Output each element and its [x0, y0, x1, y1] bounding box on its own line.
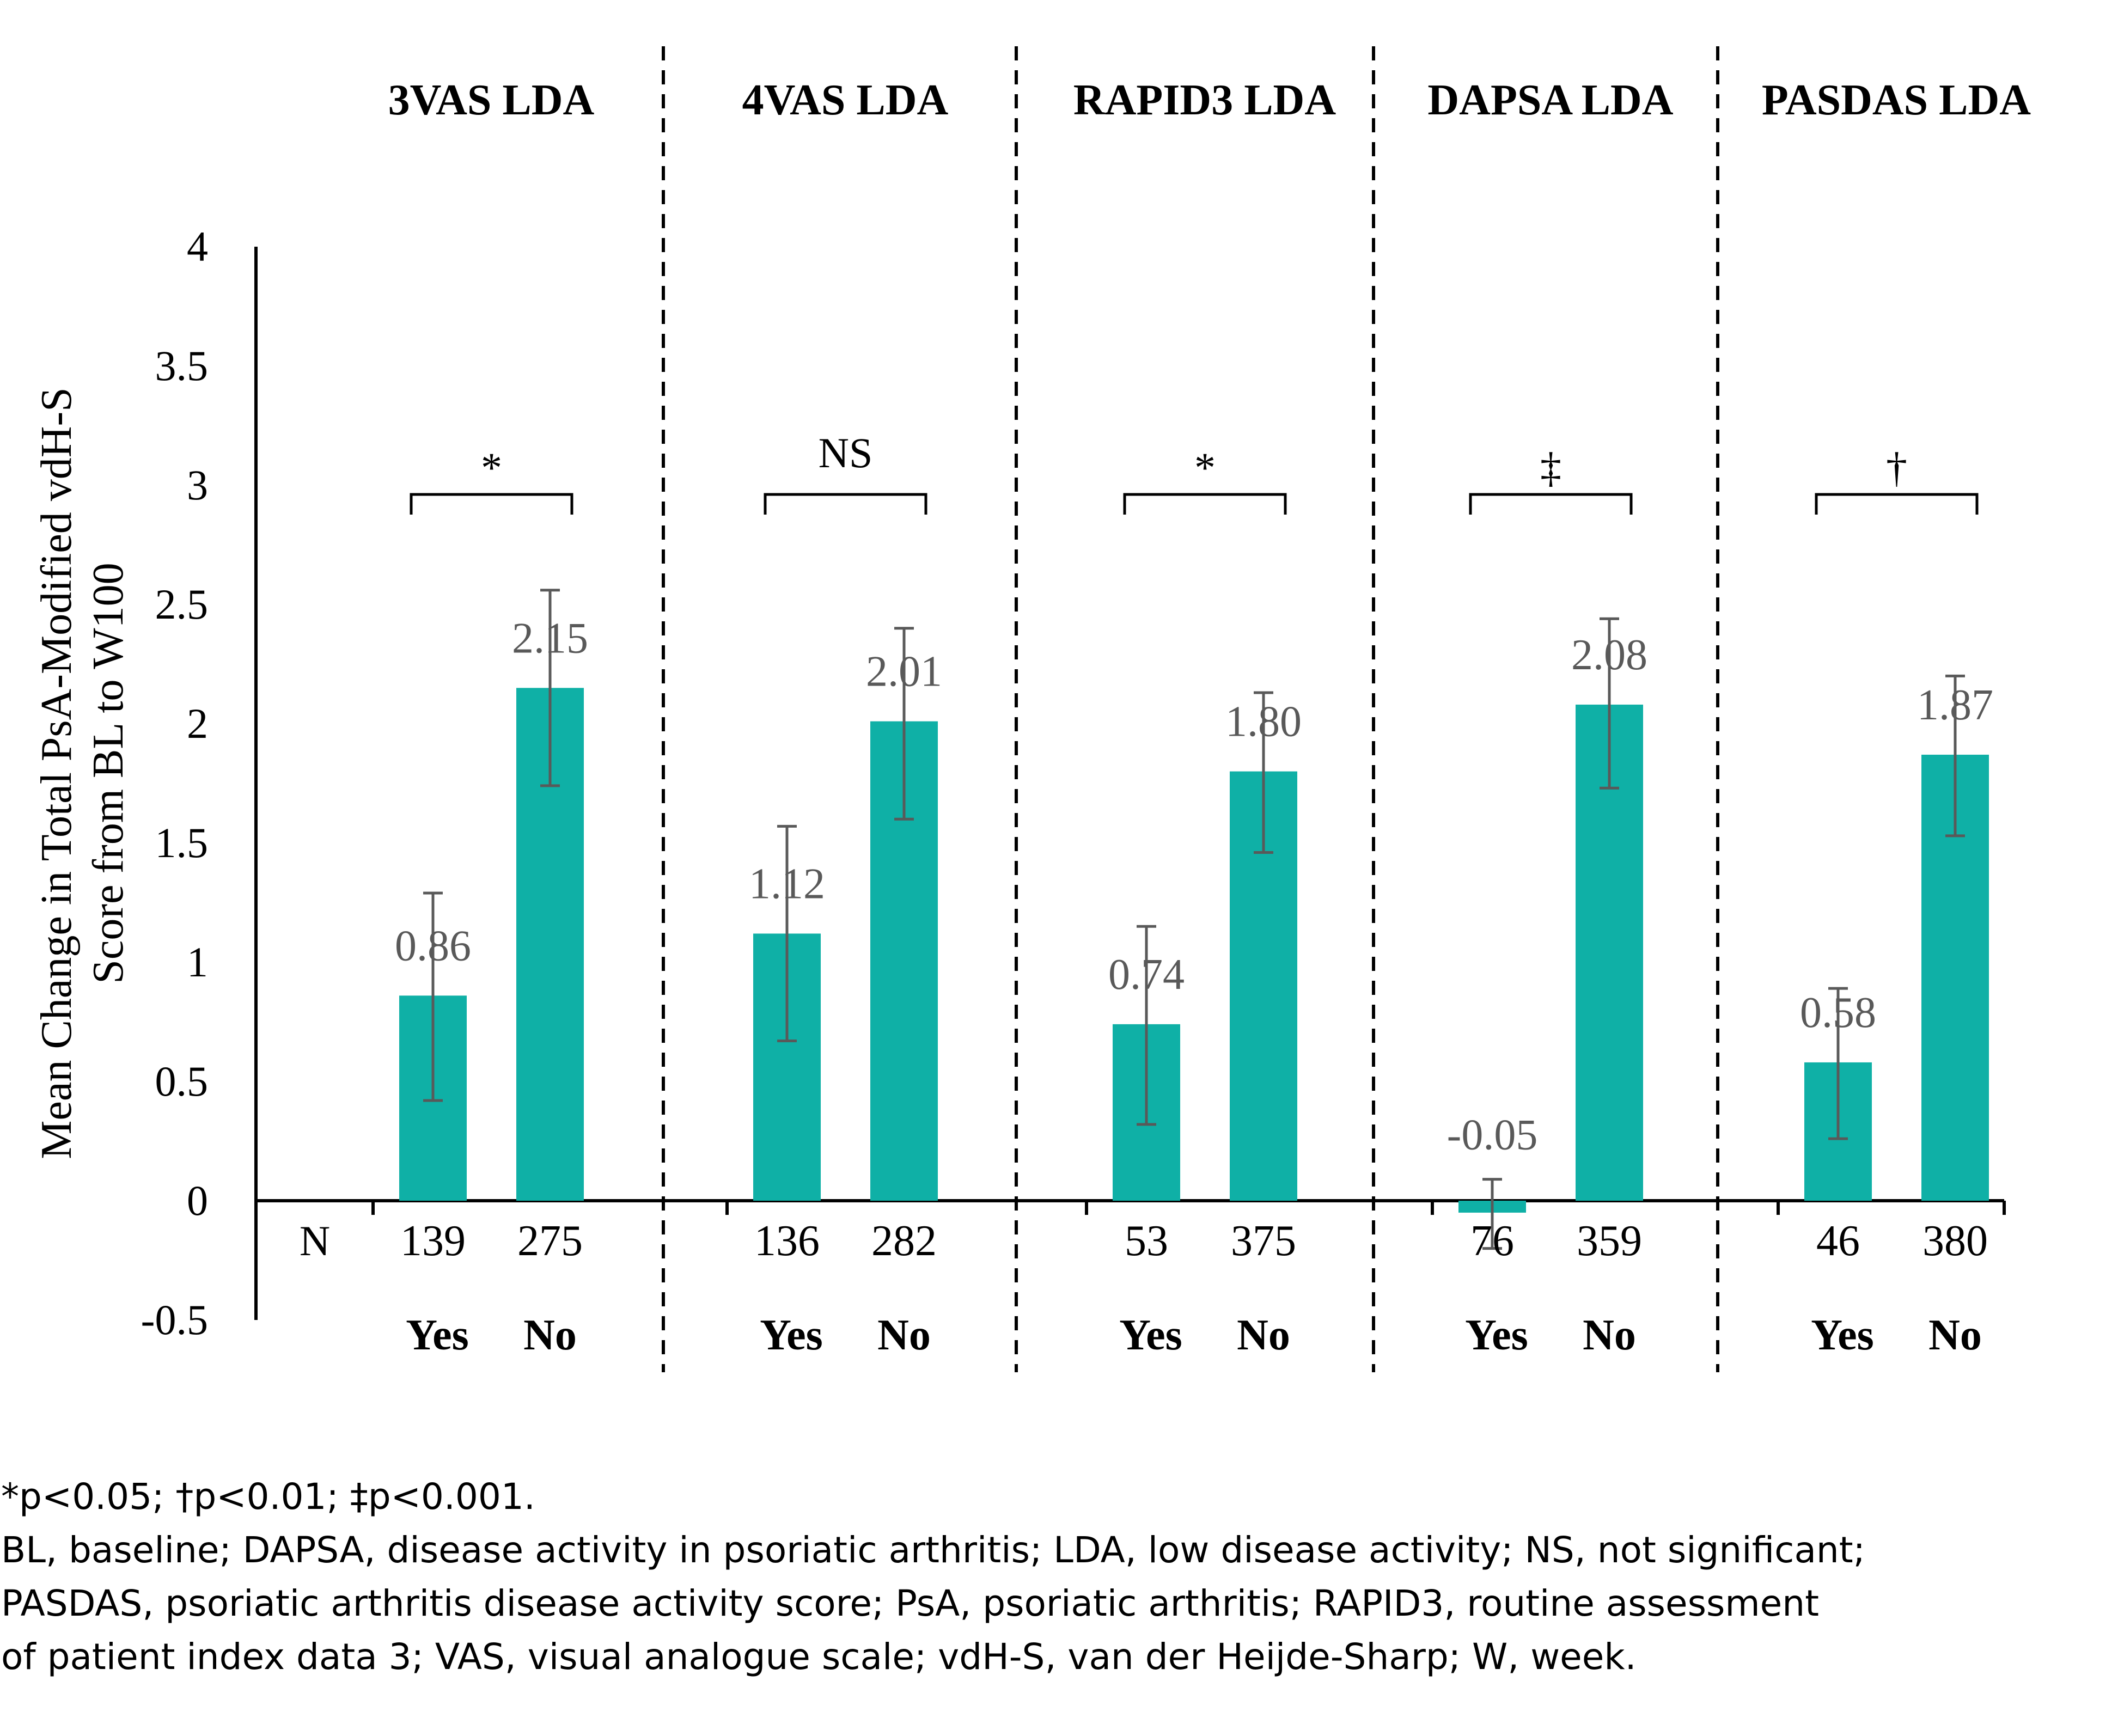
category-label-3-yes: Yes	[1119, 1311, 1182, 1359]
y-axis-title-line-2: Score from BL to W100	[84, 563, 132, 983]
data-label-1-yes: 0.86	[395, 922, 471, 970]
group-title-1: 3VAS LDA	[388, 76, 595, 124]
bars	[399, 688, 1989, 1213]
data-label-2-no: 2.01	[866, 648, 942, 696]
y-tick-label-3: 1	[187, 938, 208, 986]
y-tick-label-9: 4	[187, 223, 208, 270]
significance-marker-5: †	[1886, 444, 1907, 491]
data-label-5-yes: 0.58	[1800, 989, 1876, 1037]
y-tick-label-2: 0.5	[155, 1058, 209, 1105]
data-label-4-yes: -0.05	[1447, 1111, 1538, 1159]
category-label-1-yes: Yes	[406, 1311, 469, 1359]
y-tick-label-5: 2	[187, 700, 208, 747]
n-row-label: N	[300, 1217, 330, 1264]
category-label-5-no: No	[1928, 1311, 1982, 1359]
significance-bracket-5	[1815, 493, 1979, 515]
significance-bracket-4	[1469, 493, 1633, 515]
abbreviations-line-1: BL, baseline; DAPSA, disease activity in…	[1, 1529, 1865, 1571]
abbreviations-line-3: of patient index data 3; VAS, visual ana…	[1, 1636, 1637, 1678]
n-value-5-no: 380	[1922, 1217, 1988, 1265]
error-bars	[423, 589, 1965, 1250]
y-tick-label-0: -0.5	[141, 1296, 208, 1343]
n-value-1-no: 275	[517, 1217, 583, 1265]
significance-bracket-2	[764, 493, 927, 515]
group-title-5: PASDAS LDA	[1762, 76, 2031, 124]
category-label-1-no: No	[523, 1311, 577, 1359]
axes: -0.5 0 0.5 1 1.5 2 2.5 3 3.5 4 Mean Change in Tota…	[33, 223, 2006, 1343]
significance-marker-1: *	[481, 444, 502, 491]
labels: N 3VAS LDA * 0.86 139 Yes 2.15 275 No 4VAS LDA NS 1…	[300, 76, 2031, 1359]
n-value-4-yes: 76	[1470, 1217, 1514, 1265]
group-dividers	[662, 46, 1719, 1372]
category-label-5-yes: Yes	[1811, 1311, 1874, 1359]
data-label-3-yes: 0.74	[1108, 951, 1185, 999]
y-tick-label-6: 2.5	[155, 580, 209, 628]
significance-marker-4: ‡	[1540, 444, 1561, 491]
significance-bracket-1	[410, 493, 573, 515]
significance-marker-2: NS	[819, 429, 873, 476]
category-label-2-yes: Yes	[760, 1311, 823, 1359]
category-label-2-no: No	[877, 1311, 931, 1359]
category-label-4-yes: Yes	[1465, 1311, 1528, 1359]
y-tick-label-4: 1.5	[155, 819, 209, 866]
abbreviations-line-2: PASDAS, psoriatic arthritis disease acti…	[1, 1582, 1819, 1624]
n-value-5-yes: 46	[1816, 1217, 1860, 1265]
significance-marker-3: *	[1194, 444, 1216, 491]
data-label-5-no: 1.87	[1917, 681, 1993, 729]
significance-key: *p<0.05; †p<0.01; ‡p<0.001.	[1, 1476, 535, 1518]
category-label-4-no: No	[1583, 1311, 1636, 1359]
data-label-4-no: 2.08	[1571, 631, 1647, 679]
n-value-3-no: 375	[1231, 1217, 1296, 1265]
y-axis-title-line-1: Mean Change in Total PsA-Modified vdH-S	[33, 387, 81, 1159]
n-value-2-yes: 136	[754, 1217, 820, 1265]
data-label-2-yes: 1.12	[749, 860, 825, 908]
n-value-3-yes: 53	[1125, 1217, 1168, 1265]
footnotes: *p<0.05; †p<0.01; ‡p<0.001. BL, baseline…	[1, 1470, 2120, 1684]
n-value-1-yes: 139	[400, 1217, 466, 1265]
n-value-2-no: 282	[871, 1217, 937, 1265]
data-label-3-no: 1.80	[1225, 698, 1302, 746]
group-title-2: 4VAS LDA	[742, 76, 949, 124]
n-value-4-no: 359	[1577, 1217, 1642, 1265]
y-tick-label-8: 3.5	[155, 342, 209, 389]
y-tick-label-7: 3	[187, 461, 208, 509]
bar-chart: -0.5 0 0.5 1 1.5 2 2.5 3 3.5 4 Mean Change in Tota…	[33, 46, 2031, 1372]
category-label-3-no: No	[1237, 1311, 1290, 1359]
significance-bracket-3	[1123, 493, 1287, 515]
group-title-4: DAPSA LDA	[1427, 76, 1673, 124]
group-title-3: RAPID3 LDA	[1073, 76, 1336, 124]
y-tick-label-1: 0	[187, 1177, 208, 1224]
data-label-1-no: 2.15	[512, 614, 588, 662]
